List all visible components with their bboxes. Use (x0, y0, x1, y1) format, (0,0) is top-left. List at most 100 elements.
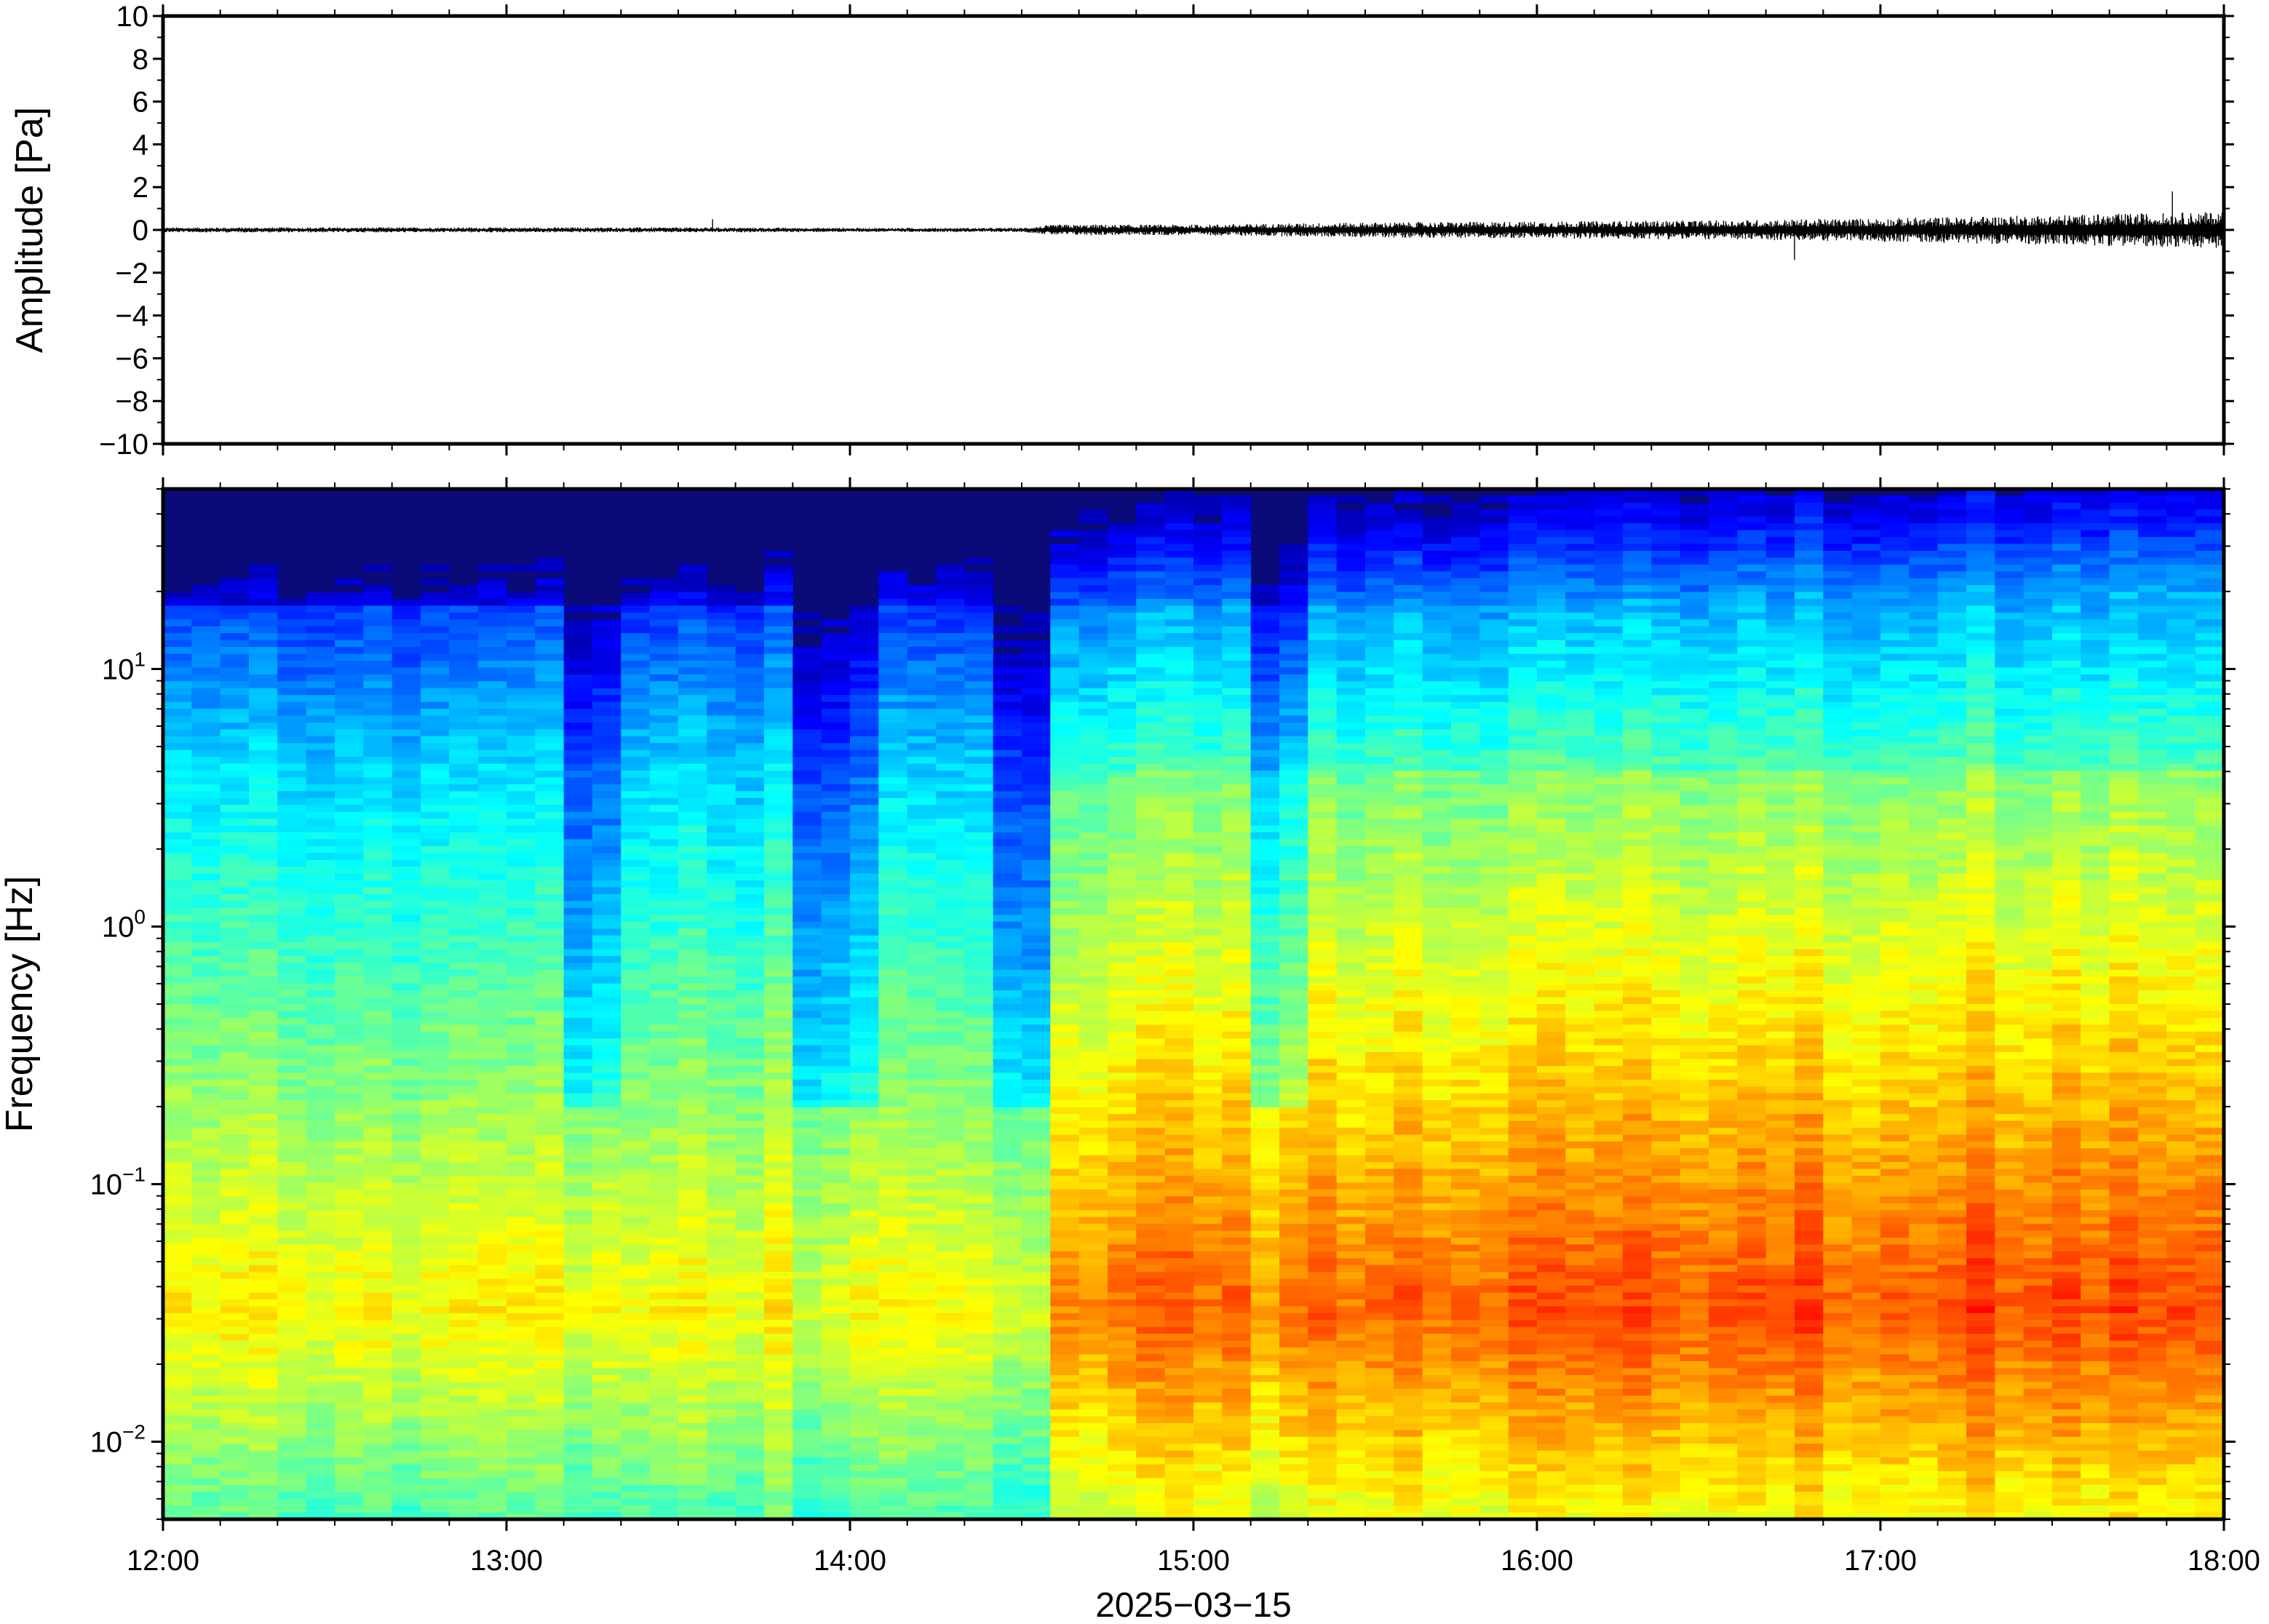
spectrogram-cell (392, 695, 421, 703)
spectrogram-cell (1050, 1052, 1080, 1060)
spectrogram-cell (220, 825, 250, 833)
spectrogram-cell (735, 1182, 765, 1190)
spectrogram-cell (764, 1038, 793, 1046)
spectrogram-cell (592, 867, 621, 875)
spectrogram-cell (907, 1299, 937, 1307)
spectrogram-cell (477, 723, 507, 730)
spectrogram-cell (191, 1004, 221, 1011)
spectrogram-cell (1108, 667, 1137, 675)
spectrogram-cell (163, 901, 192, 909)
spectrogram-cell (649, 1059, 679, 1067)
spectrogram-cell (506, 894, 536, 901)
spectrogram-cell (1022, 757, 1051, 765)
spectrogram-cell (621, 1031, 651, 1039)
spectrogram-cell (220, 963, 250, 971)
spectrogram-cell (707, 1244, 736, 1252)
spectrogram-cell (735, 1017, 765, 1025)
spectrogram-cell (191, 633, 221, 641)
spectrogram-cell (707, 640, 736, 648)
spectrogram-cell (506, 839, 536, 847)
spectrogram-cell (249, 1326, 278, 1334)
spectrogram-cell (191, 695, 221, 703)
spectrogram-cell (277, 832, 307, 840)
spectrogram-cell (449, 695, 479, 703)
spectrogram-cell (335, 1299, 364, 1307)
spectrogram-cell (421, 1272, 450, 1280)
spectrogram-cell (1108, 1286, 1137, 1293)
spectrogram-cell (936, 1361, 965, 1369)
spectrogram-cell (249, 1416, 278, 1424)
spectrogram-cell (249, 1121, 278, 1129)
spectrogram-cell (993, 1505, 1022, 1513)
spectrogram-cell (363, 955, 393, 963)
spectrogram-cell (707, 757, 736, 765)
spectrogram-cell (1136, 1505, 1166, 1513)
spectrogram-cell (907, 585, 937, 593)
spectrogram-cell (191, 1230, 221, 1238)
spectrogram-cell (163, 853, 192, 861)
spectrogram-cell (363, 915, 393, 923)
spectrogram-cell (735, 1484, 765, 1492)
spectrogram-cell (163, 647, 192, 655)
spectrogram-cell (764, 1464, 793, 1472)
spectrogram-cell (792, 695, 822, 703)
spectrogram-cell (163, 1072, 192, 1080)
spectrogram-cell (563, 1354, 593, 1362)
spectrogram-cell (821, 1436, 851, 1444)
spectrogram-cell (792, 1278, 822, 1286)
spectrogram-cell (335, 1107, 364, 1115)
spectrogram-cell (735, 1464, 765, 1472)
spectrogram-cell (707, 1017, 736, 1025)
spectrogram-cell (477, 1093, 507, 1101)
spectrogram-cell (1022, 1258, 1051, 1266)
spectrogram-cell (506, 1348, 536, 1355)
spectrogram-cell (964, 619, 994, 627)
spectrogram-cell (964, 592, 994, 600)
spectrogram-cell (907, 633, 937, 641)
spectrogram-cell (191, 1066, 221, 1073)
spectrogram-cell (392, 1169, 421, 1177)
spectrogram-cell (220, 1422, 250, 1430)
spectrogram-cell (249, 1450, 278, 1458)
spectrogram-cell (1108, 1444, 1137, 1452)
spectrogram-cell (1136, 1011, 1166, 1019)
spectrogram-cell (621, 1313, 651, 1321)
spectrogram-cell (764, 1313, 793, 1321)
spectrogram-cell (1136, 1396, 1166, 1404)
spectrogram-cell (993, 701, 1022, 709)
spectrogram-cell (936, 661, 965, 668)
spectrogram-cell (277, 1444, 307, 1452)
spectrogram-cell (277, 1320, 307, 1328)
spectrogram-cell (392, 1292, 421, 1300)
spectrogram-cell (163, 1340, 192, 1348)
spectrogram-cell (993, 901, 1022, 909)
spectrogram-cell (249, 1430, 278, 1438)
spectrogram-cell (678, 1169, 707, 1177)
spectrogram-cell (249, 1354, 278, 1362)
spectrogram-cell (936, 1169, 965, 1177)
spectrogram-cell (563, 990, 593, 998)
spectrogram-cell (649, 1189, 679, 1197)
spectrogram-cell (1108, 1374, 1137, 1382)
spectrogram-cell (1136, 1217, 1166, 1225)
spectrogram-cell (1136, 1430, 1166, 1438)
spectrogram-cell (907, 1464, 937, 1472)
spectrogram-cell (1078, 1334, 1108, 1342)
spectrogram-cell (1164, 887, 1194, 895)
spectrogram-cell (563, 1045, 593, 1053)
spectrogram-cell (392, 1224, 421, 1232)
spectrogram-cell (1078, 647, 1108, 655)
spectrogram-cell (907, 667, 937, 675)
spectrogram-cell (707, 1492, 736, 1500)
spectrogram-cell (449, 1416, 479, 1424)
spectrogram-cell (907, 1189, 937, 1197)
spectrogram-cell (277, 1354, 307, 1362)
spectrogram-cell (621, 811, 651, 819)
spectrogram-cell (792, 1470, 822, 1478)
spectrogram-cell (1050, 1230, 1080, 1238)
spectrogram-cell (335, 1484, 364, 1492)
spectrogram-cell (1078, 921, 1108, 929)
spectrogram-cell (363, 749, 393, 757)
spectrogram-cell (363, 845, 393, 853)
spectrogram-cell (220, 1148, 250, 1156)
